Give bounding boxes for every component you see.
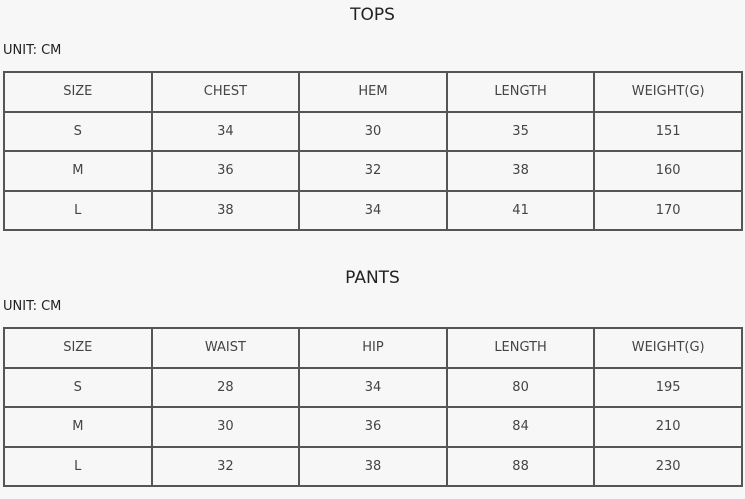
column-header: LENGTH: [445, 71, 596, 113]
table-cell: 170: [593, 189, 743, 231]
table-cell: 28: [150, 366, 301, 408]
table-cell: 41: [445, 189, 596, 231]
table-cell: M: [3, 406, 153, 448]
table-cell: 35: [445, 110, 596, 152]
pants-title: PANTS: [345, 268, 400, 288]
column-header: WAIST: [150, 327, 301, 369]
pants-size-table: SIZE WAIST HIP LENGTH WEIGHT(G) S 28 34 80 195 M 30…: [3, 327, 743, 487]
table-cell: 36: [150, 150, 301, 192]
column-header: HEM: [298, 71, 448, 113]
table-cell: 30: [150, 406, 301, 448]
table-cell: 30: [298, 110, 448, 152]
table-cell: 84: [445, 406, 596, 448]
table-row: L 32 38 88 230: [3, 445, 743, 487]
table-cell: 151: [593, 110, 743, 152]
tops-size-table: SIZE CHEST HEM LENGTH WEIGHT(G) S 34 30 35 151 M 36…: [3, 71, 743, 231]
unit-label: UNIT: CM: [3, 299, 62, 314]
table-cell: 38: [150, 189, 301, 231]
table-cell: 195: [593, 366, 743, 408]
header-row: SIZE WAIST HIP LENGTH WEIGHT(G): [3, 327, 743, 369]
column-header: WEIGHT(G): [593, 71, 743, 113]
table-cell: 34: [150, 110, 301, 152]
column-header: SIZE: [3, 71, 153, 113]
table-cell: 32: [150, 445, 301, 487]
column-header: WEIGHT(G): [593, 327, 743, 369]
table-cell: 34: [298, 189, 448, 231]
tops-title: TOPS: [350, 5, 395, 25]
table-cell: 88: [445, 445, 596, 487]
table-cell: 32: [298, 150, 448, 192]
column-header: LENGTH: [445, 327, 596, 369]
unit-label: UNIT: CM: [3, 43, 62, 58]
table-cell: 38: [298, 445, 448, 487]
table-cell: M: [3, 150, 153, 192]
header-row: SIZE CHEST HEM LENGTH WEIGHT(G): [3, 71, 743, 113]
table-cell: 210: [593, 406, 743, 448]
table-row: M 36 32 38 160: [3, 150, 743, 192]
table-cell: 160: [593, 150, 743, 192]
table-row: S 34 30 35 151: [3, 110, 743, 152]
column-header: CHEST: [150, 71, 301, 113]
table-cell: 36: [298, 406, 448, 448]
table-cell: 80: [445, 366, 596, 408]
table-cell: S: [3, 366, 153, 408]
column-header: SIZE: [3, 327, 153, 369]
table-row: S 28 34 80 195: [3, 366, 743, 408]
table-cell: 38: [445, 150, 596, 192]
table-cell: L: [3, 445, 153, 487]
table-row: M 30 36 84 210: [3, 406, 743, 448]
table-cell: S: [3, 110, 153, 152]
table-cell: 34: [298, 366, 448, 408]
table-row: L 38 34 41 170: [3, 189, 743, 231]
table-cell: 230: [593, 445, 743, 487]
table-cell: L: [3, 189, 153, 231]
column-header: HIP: [298, 327, 448, 369]
